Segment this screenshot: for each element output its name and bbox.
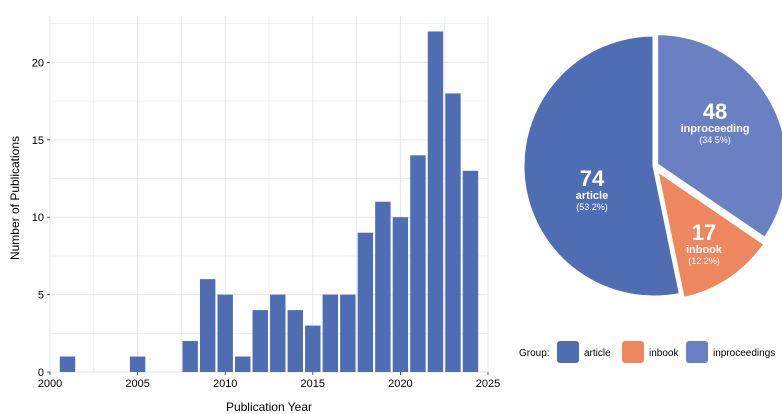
x-tick-label: 2010 xyxy=(213,378,237,390)
pie-slice-inbook xyxy=(654,166,768,301)
pie-percent-label: (12.2%) xyxy=(688,256,720,266)
bar xyxy=(217,294,233,372)
legend-title: Group: xyxy=(519,348,550,359)
bar xyxy=(59,356,76,372)
bar xyxy=(235,356,251,372)
x-tick-label: 2025 xyxy=(476,378,500,390)
legend-label: article xyxy=(584,348,611,359)
y-tick-label: 20 xyxy=(32,57,44,69)
bar xyxy=(445,93,461,373)
pie-slice-article xyxy=(521,33,683,299)
legend-label: inproceedings xyxy=(713,348,775,359)
y-axis-label: Number of Publications xyxy=(8,136,22,260)
bar-series xyxy=(59,31,479,373)
pie-value-label: 74 xyxy=(580,166,605,191)
y-tick-label: 5 xyxy=(38,290,44,302)
bar xyxy=(322,294,339,372)
bar xyxy=(270,294,286,372)
pie-category-label: inbook xyxy=(686,244,723,256)
legend-swatch xyxy=(686,341,708,363)
pie-slice-inproceeding xyxy=(655,32,782,241)
pie-percent-label: (34.5%) xyxy=(699,135,731,145)
bar xyxy=(305,325,321,372)
x-axis-label: Publication Year xyxy=(226,400,312,414)
bar xyxy=(340,294,356,372)
x-tick-label: 2020 xyxy=(388,378,412,390)
pie-slices xyxy=(521,32,782,301)
bar xyxy=(375,201,391,372)
bar xyxy=(462,170,479,372)
pie-value-label: 48 xyxy=(703,99,727,124)
pie-category-label: article xyxy=(576,190,608,202)
bar xyxy=(410,155,426,372)
bar xyxy=(199,279,216,372)
bar xyxy=(182,341,198,372)
x-tick-label: 2015 xyxy=(301,378,325,390)
pie-category-label: inproceeding xyxy=(680,123,749,135)
bar xyxy=(252,310,268,372)
legend-swatch xyxy=(622,341,644,363)
bar xyxy=(287,310,303,372)
x-tick-label: 2000 xyxy=(38,378,62,390)
legend-items: article inbook inproceedings xyxy=(557,341,775,363)
y-axis-ticks: 0 5 10 15 20 xyxy=(32,57,50,379)
bar-chart: 2000 2005 2010 2015 2020 2025 0 5 10 15 20 Public… xyxy=(8,16,500,414)
bar xyxy=(427,31,444,372)
y-tick-label: 10 xyxy=(32,212,44,224)
pie-percent-label: (53.2%) xyxy=(576,202,608,212)
legend-swatch xyxy=(557,341,579,363)
y-tick-label: 0 xyxy=(38,367,44,379)
legend-label: inbook xyxy=(649,348,679,359)
x-tick-label: 2005 xyxy=(125,378,149,390)
bar xyxy=(357,232,374,372)
legend: Group: article inbook inproceedings xyxy=(519,341,775,363)
bar xyxy=(392,217,409,372)
x-axis-ticks: 2000 2005 2010 2015 2020 2025 xyxy=(38,372,500,390)
pie-value-label: 17 xyxy=(692,220,716,245)
y-tick-label: 15 xyxy=(32,135,44,147)
bar xyxy=(129,356,146,372)
